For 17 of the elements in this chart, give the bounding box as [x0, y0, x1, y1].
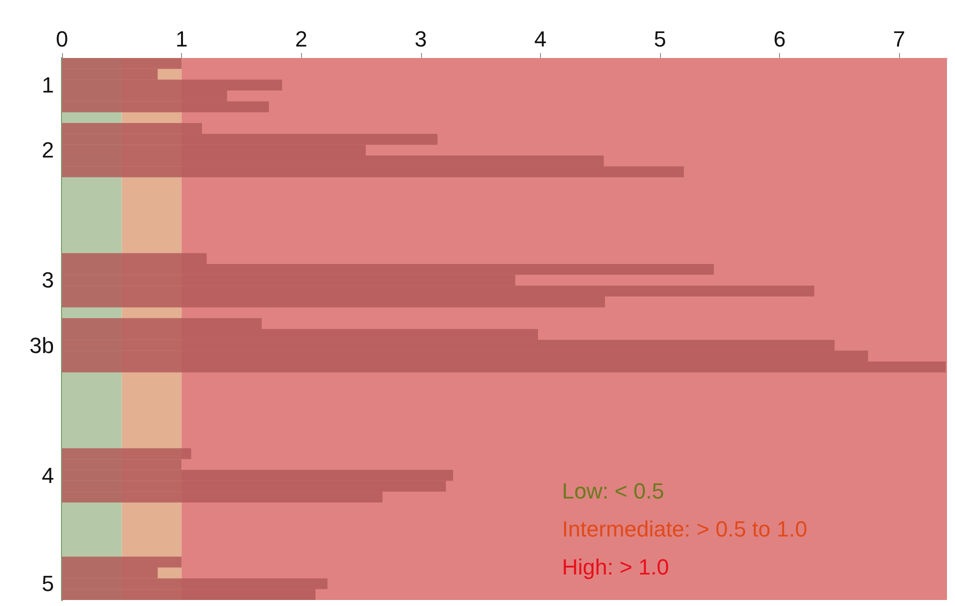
x-tick-label: 3: [414, 26, 427, 52]
x-tick-label: 0: [56, 26, 68, 52]
annotation: Intermediate: > 0.5 to 1.0: [562, 516, 808, 542]
x-tick-label: 2: [295, 26, 308, 52]
x-tick-label: 1: [175, 26, 188, 52]
y-tick-label: 2: [42, 138, 54, 163]
y-tick-label: 3b: [30, 332, 54, 358]
y-tick-label: 1: [42, 72, 54, 98]
y-tick-label: 3: [42, 268, 54, 293]
x-tick-label: 6: [773, 26, 786, 52]
x-tick-label: 4: [534, 26, 547, 52]
x-tick-label: 7: [893, 26, 906, 52]
x-tick-label: 5: [654, 26, 666, 52]
annotation: Low: < 0.5: [562, 478, 664, 504]
y-tick-label: 5: [42, 571, 54, 596]
annotation: High: > 1.0: [562, 554, 670, 580]
y-tick-label: 4: [42, 462, 54, 488]
